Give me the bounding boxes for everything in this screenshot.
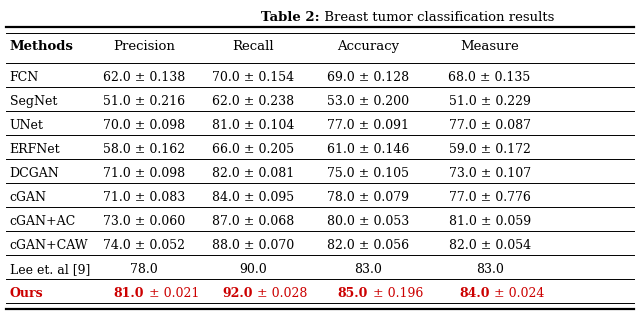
Text: 82.0 ± 0.054: 82.0 ± 0.054 (449, 239, 531, 252)
Text: 73.0 ± 0.060: 73.0 ± 0.060 (103, 215, 185, 228)
Text: ± 0.028: ± 0.028 (253, 287, 308, 300)
Text: 77.0 ± 0.087: 77.0 ± 0.087 (449, 119, 531, 132)
Text: 62.0 ± 0.138: 62.0 ± 0.138 (103, 71, 185, 84)
Text: 59.0 ± 0.172: 59.0 ± 0.172 (449, 143, 531, 156)
Text: 82.0 ± 0.056: 82.0 ± 0.056 (327, 239, 409, 252)
Text: Recall: Recall (232, 40, 274, 53)
Text: 51.0 ± 0.216: 51.0 ± 0.216 (103, 95, 185, 108)
Text: 73.0 ± 0.107: 73.0 ± 0.107 (449, 167, 531, 180)
Text: 61.0 ± 0.146: 61.0 ± 0.146 (327, 143, 409, 156)
Text: 77.0 ± 0.776: 77.0 ± 0.776 (449, 191, 531, 204)
Text: ERFNet: ERFNet (10, 143, 60, 156)
Text: 78.0 ± 0.079: 78.0 ± 0.079 (327, 191, 409, 204)
Text: 62.0 ± 0.238: 62.0 ± 0.238 (212, 95, 294, 108)
Text: ± 0.196: ± 0.196 (369, 287, 423, 300)
Text: SegNet: SegNet (10, 95, 57, 108)
Text: 92.0: 92.0 (222, 287, 253, 300)
Text: 70.0 ± 0.098: 70.0 ± 0.098 (103, 119, 185, 132)
Text: 74.0 ± 0.052: 74.0 ± 0.052 (103, 239, 185, 252)
Text: cGAN: cGAN (10, 191, 47, 204)
Text: 80.0 ± 0.053: 80.0 ± 0.053 (327, 215, 409, 228)
Text: 71.0 ± 0.083: 71.0 ± 0.083 (103, 191, 185, 204)
Text: ± 0.024: ± 0.024 (490, 287, 545, 300)
Text: 87.0 ± 0.068: 87.0 ± 0.068 (212, 215, 294, 228)
Text: 81.0 ± 0.104: 81.0 ± 0.104 (212, 119, 294, 132)
Text: 83.0: 83.0 (476, 263, 504, 276)
Text: cGAN+AC: cGAN+AC (10, 215, 76, 228)
Text: FCN: FCN (10, 71, 39, 84)
Text: ± 0.021: ± 0.021 (145, 287, 199, 300)
Text: 78.0: 78.0 (130, 263, 158, 276)
Text: 71.0 ± 0.098: 71.0 ± 0.098 (103, 167, 185, 180)
Text: Accuracy: Accuracy (337, 40, 399, 53)
Text: Measure: Measure (460, 40, 519, 53)
Text: 84.0 ± 0.095: 84.0 ± 0.095 (212, 191, 294, 204)
Text: Precision: Precision (113, 40, 175, 53)
Text: DCGAN: DCGAN (10, 167, 60, 180)
Text: 81.0: 81.0 (113, 287, 144, 300)
Text: Ours: Ours (10, 287, 44, 300)
Text: 88.0 ± 0.070: 88.0 ± 0.070 (212, 239, 294, 252)
Text: 70.0 ± 0.154: 70.0 ± 0.154 (212, 71, 294, 84)
Text: 77.0 ± 0.091: 77.0 ± 0.091 (327, 119, 409, 132)
Text: 81.0 ± 0.059: 81.0 ± 0.059 (449, 215, 531, 228)
Text: 58.0 ± 0.162: 58.0 ± 0.162 (103, 143, 185, 156)
Text: Breast tumor classification results: Breast tumor classification results (320, 11, 554, 24)
Text: Methods: Methods (10, 40, 74, 53)
Text: Lee et. al [9]: Lee et. al [9] (10, 263, 90, 276)
Text: 66.0 ± 0.205: 66.0 ± 0.205 (212, 143, 294, 156)
Text: 75.0 ± 0.105: 75.0 ± 0.105 (327, 167, 409, 180)
Text: 83.0: 83.0 (354, 263, 382, 276)
Text: 69.0 ± 0.128: 69.0 ± 0.128 (327, 71, 409, 84)
Text: 85.0: 85.0 (338, 287, 368, 300)
Text: UNet: UNet (10, 119, 44, 132)
Text: 82.0 ± 0.081: 82.0 ± 0.081 (212, 167, 294, 180)
Text: 68.0 ± 0.135: 68.0 ± 0.135 (449, 71, 531, 84)
Text: 51.0 ± 0.229: 51.0 ± 0.229 (449, 95, 531, 108)
Text: Table 2:: Table 2: (261, 11, 320, 24)
Text: 53.0 ± 0.200: 53.0 ± 0.200 (327, 95, 409, 108)
Text: cGAN+CAW: cGAN+CAW (10, 239, 88, 252)
Text: 90.0: 90.0 (239, 263, 267, 276)
Text: 84.0: 84.0 (459, 287, 490, 300)
